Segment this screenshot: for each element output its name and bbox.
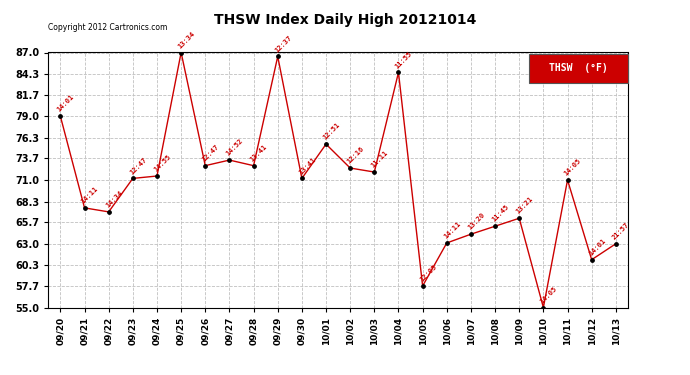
Text: 12:05: 12:05: [418, 264, 437, 283]
Point: [200, 163, 211, 169]
Text: 12:47: 12:47: [201, 143, 220, 162]
Point: [417, 283, 428, 289]
Point: [79, 205, 90, 211]
Point: [393, 69, 404, 75]
Text: 11:11: 11:11: [370, 150, 389, 169]
Point: [175, 50, 186, 55]
Point: [248, 163, 259, 169]
Point: [442, 240, 453, 246]
Point: [465, 231, 476, 237]
Point: [272, 54, 284, 60]
Text: 13:20: 13:20: [466, 212, 486, 231]
Text: 14:01: 14:01: [587, 237, 607, 256]
Point: [344, 165, 356, 171]
Text: 14:52: 14:52: [225, 138, 244, 157]
Point: [513, 215, 524, 221]
Point: [490, 223, 501, 229]
Text: 13:41: 13:41: [297, 156, 317, 175]
Text: 13:41: 13:41: [249, 143, 268, 162]
Point: [104, 209, 115, 215]
Text: 12:16: 12:16: [346, 146, 365, 165]
Point: [586, 256, 597, 262]
Point: [368, 169, 380, 175]
FancyBboxPatch shape: [529, 54, 628, 83]
Text: 11:45: 11:45: [491, 204, 510, 223]
Text: 11:55: 11:55: [394, 50, 413, 69]
Text: 12:37: 12:37: [273, 34, 293, 53]
Point: [152, 173, 163, 179]
Text: THSW  (°F): THSW (°F): [549, 63, 608, 74]
Text: THSW Index Daily High 20121014: THSW Index Daily High 20121014: [214, 13, 476, 27]
Text: 13:34: 13:34: [177, 30, 196, 49]
Point: [320, 141, 331, 147]
Text: 14:05: 14:05: [563, 158, 582, 177]
Point: [562, 177, 573, 183]
Point: [55, 113, 66, 119]
Text: 12:51: 12:51: [322, 122, 341, 141]
Point: [610, 241, 621, 247]
Point: [127, 176, 138, 181]
Text: 14:55: 14:55: [152, 153, 172, 173]
Point: [297, 176, 308, 181]
Text: 13:21: 13:21: [515, 196, 534, 215]
Text: 14:34: 14:34: [104, 189, 124, 209]
Text: 12:47: 12:47: [128, 156, 148, 175]
Text: 21:57: 21:57: [611, 221, 631, 241]
Point: [224, 157, 235, 163]
Point: [538, 304, 549, 310]
Text: 14:11: 14:11: [80, 185, 99, 205]
Text: 14:01: 14:01: [56, 94, 75, 113]
Text: 14:05: 14:05: [539, 285, 558, 304]
Text: 14:11: 14:11: [442, 220, 462, 240]
Text: Copyright 2012 Cartronics.com: Copyright 2012 Cartronics.com: [48, 23, 168, 32]
